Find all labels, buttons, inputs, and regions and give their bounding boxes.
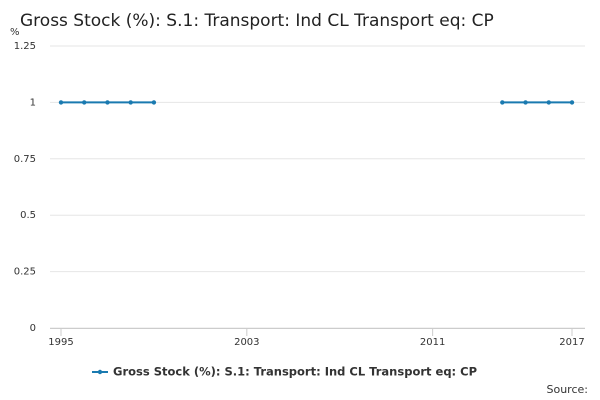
y-tick-label: 1.25 xyxy=(14,41,36,52)
legend-label: Gross Stock (%): S.1: Transport: Ind CL … xyxy=(113,365,477,379)
x-tick-label: 2011 xyxy=(420,337,445,348)
x-tick-label: 2017 xyxy=(559,337,584,348)
data-point xyxy=(128,100,133,105)
source: Source: xyxy=(547,383,589,396)
data-point xyxy=(82,100,87,105)
y-tick-label: 0.5 xyxy=(20,210,36,221)
x-tick-label: 1995 xyxy=(48,337,73,348)
data-point xyxy=(546,100,551,105)
data-point xyxy=(151,100,157,105)
data-point xyxy=(58,100,64,105)
data-point xyxy=(500,100,505,105)
legend-marker xyxy=(97,369,103,375)
data-point xyxy=(523,100,528,105)
x-tick-label: 2003 xyxy=(234,337,259,348)
y-tick-label: 0.75 xyxy=(14,154,36,165)
chart-title: Gross Stock (%): S.1: Transport: Ind CL … xyxy=(20,11,494,31)
y-tick-label: 0 xyxy=(30,323,36,334)
y-tick-label: 0.25 xyxy=(14,267,36,278)
data-point xyxy=(569,100,575,105)
y-axis-unit: % xyxy=(10,27,20,38)
y-tick-label: 1 xyxy=(30,97,36,108)
data-point xyxy=(105,100,110,105)
